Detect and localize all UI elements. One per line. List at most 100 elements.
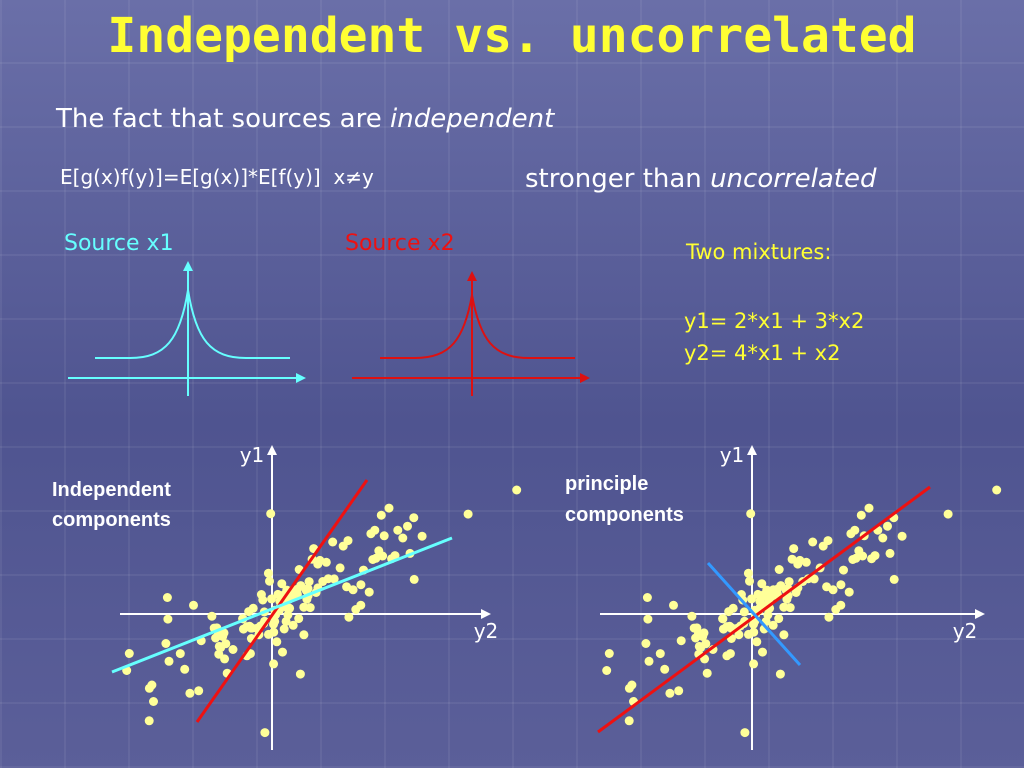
direction-line <box>597 485 931 734</box>
source-label: Source x1 <box>64 231 174 256</box>
point <box>624 716 634 726</box>
point <box>313 559 323 569</box>
source-x2 <box>352 271 590 396</box>
point <box>267 594 276 604</box>
point <box>746 509 756 519</box>
point <box>660 664 670 674</box>
point <box>943 509 953 519</box>
point <box>725 621 735 631</box>
point <box>278 647 287 657</box>
point <box>992 485 1002 495</box>
point <box>295 669 305 679</box>
point <box>784 577 794 587</box>
point <box>602 666 612 675</box>
point <box>641 639 651 648</box>
point <box>356 580 366 590</box>
point <box>335 563 345 573</box>
point <box>512 485 522 495</box>
point <box>643 614 653 624</box>
comparison-text: stronger than <box>525 164 702 194</box>
point <box>164 656 174 666</box>
point <box>219 628 229 638</box>
point <box>885 548 895 558</box>
point <box>864 503 874 513</box>
point <box>348 585 358 595</box>
point <box>836 600 846 610</box>
point <box>147 680 157 690</box>
point <box>279 624 289 634</box>
point <box>398 533 408 543</box>
point <box>338 541 348 551</box>
point <box>718 614 728 624</box>
statement-emphasis: independent <box>390 104 555 134</box>
direction-line <box>195 479 369 723</box>
arrow <box>183 261 193 271</box>
point <box>839 565 848 575</box>
arrow <box>267 445 277 455</box>
point <box>808 537 818 547</box>
caption: Independent <box>52 479 171 501</box>
arrow <box>580 373 590 383</box>
point <box>627 680 637 690</box>
point <box>674 686 684 696</box>
point <box>272 637 282 647</box>
point <box>749 619 758 629</box>
point <box>824 612 834 622</box>
point <box>883 521 892 531</box>
point <box>214 649 224 659</box>
point <box>687 611 697 621</box>
point <box>689 623 699 633</box>
point <box>244 607 254 617</box>
point <box>774 565 784 574</box>
point <box>294 614 304 624</box>
arrow <box>467 271 477 281</box>
point <box>366 529 376 539</box>
point <box>844 587 854 597</box>
point <box>393 525 403 535</box>
point <box>747 594 756 604</box>
arrow <box>481 609 491 619</box>
point <box>304 577 314 587</box>
point <box>149 697 158 706</box>
point <box>266 509 276 519</box>
source-label: Source x2 <box>345 231 455 256</box>
point <box>745 576 754 586</box>
point <box>644 656 654 666</box>
point <box>417 531 427 541</box>
source-x1 <box>68 261 306 396</box>
point <box>299 630 309 640</box>
point <box>724 607 734 617</box>
point <box>846 529 856 539</box>
point <box>665 688 675 698</box>
point <box>356 600 366 610</box>
point <box>144 716 154 726</box>
point <box>701 639 711 649</box>
point <box>323 574 333 584</box>
point <box>655 649 665 659</box>
title: Independent vs. uncorrelated <box>107 8 917 64</box>
axis-label: y2 <box>953 619 978 643</box>
point <box>753 589 763 599</box>
point <box>722 651 732 661</box>
point <box>260 728 270 738</box>
equation: E[g(x)f(y)]=E[g(x)]*E[f(y)] x≠y <box>60 165 374 189</box>
point <box>245 621 255 631</box>
point <box>758 647 767 657</box>
point <box>221 639 231 649</box>
statement-text: The fact that sources are <box>56 104 382 134</box>
point <box>180 664 190 674</box>
point <box>463 509 473 519</box>
point <box>288 620 298 630</box>
point <box>409 513 419 523</box>
statement: The fact that sources are independent <box>56 104 554 134</box>
arrow <box>747 445 757 455</box>
point <box>889 574 899 584</box>
point <box>161 639 171 648</box>
point <box>344 612 354 622</box>
point <box>699 628 709 638</box>
point <box>793 559 803 569</box>
point <box>124 649 134 658</box>
mixture-equation: y1= 2*x1 + 3*x2 <box>684 309 865 333</box>
point <box>258 595 268 605</box>
